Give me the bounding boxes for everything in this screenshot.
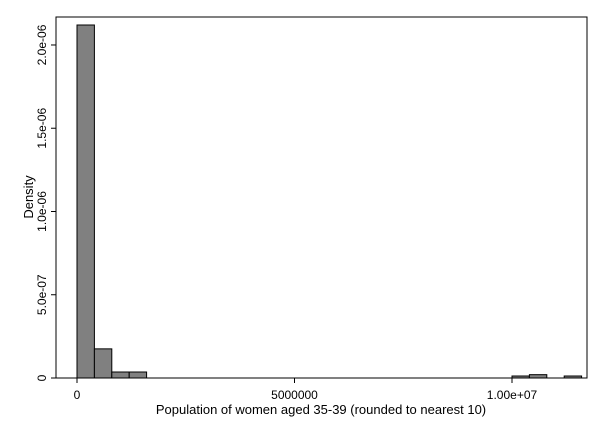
y-tick-label-0: 0 <box>35 374 49 381</box>
y-tick-label-3: 1.5e-06 <box>35 108 49 149</box>
x-tick-label-0: 0 <box>74 388 81 402</box>
histogram-bar-1 <box>93 348 113 379</box>
x-axis-title: Population of women aged 35-39 (rounded … <box>156 402 486 417</box>
histogram-bar-3 <box>128 371 148 379</box>
histogram-bar-0 <box>76 24 95 379</box>
x-tick-label-1: 5000000 <box>271 388 318 402</box>
x-tick-label-2: 1.00e+07 <box>487 388 538 402</box>
x-ticks-group: 0 5000000 1.00e+07 <box>74 378 538 402</box>
y-ticks-group: 0 5.0e-07 1.0e-06 1.5e-06 2.0e-06 <box>35 24 56 381</box>
y-axis-title: Density <box>21 175 36 219</box>
y-tick-label-2: 1.0e-06 <box>35 191 49 232</box>
histogram-bar-2 <box>111 371 130 379</box>
plot-frame <box>55 16 588 379</box>
y-tick-label-1: 5.0e-07 <box>35 274 49 315</box>
y-tick-label-4: 2.0e-06 <box>35 24 49 65</box>
